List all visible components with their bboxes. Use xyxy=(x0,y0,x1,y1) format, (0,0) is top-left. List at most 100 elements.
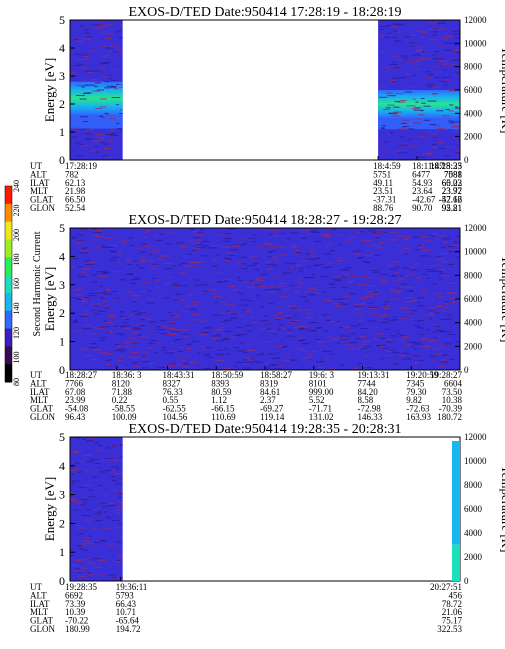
trace-speck xyxy=(394,150,402,152)
trace-speck xyxy=(367,229,376,231)
trace-speck xyxy=(393,261,400,263)
trace-speck xyxy=(253,284,261,286)
trace-speck xyxy=(116,494,123,496)
trace-speck xyxy=(429,307,436,309)
trace-speck xyxy=(225,260,230,262)
trace-speck xyxy=(77,276,86,278)
trace-speck xyxy=(456,301,460,303)
trace-speck xyxy=(118,87,123,89)
trace-speck xyxy=(364,288,368,290)
trace-speck xyxy=(374,326,378,328)
trace-speck xyxy=(192,248,201,250)
trace-speck xyxy=(75,84,84,86)
trace-speck xyxy=(72,509,79,511)
trace-speck xyxy=(315,257,321,259)
trace-speck xyxy=(135,264,140,266)
trace-speck xyxy=(95,520,103,522)
trace-speck xyxy=(402,275,410,277)
trace-speck xyxy=(449,121,457,123)
trace-speck xyxy=(451,57,455,59)
orbit-value: 79.30 xyxy=(406,387,427,397)
trace-speck xyxy=(73,127,80,129)
trace-speck xyxy=(101,326,111,328)
y2-tick-label: 6000 xyxy=(464,294,483,304)
trace-speck xyxy=(380,146,385,148)
trace-speck xyxy=(454,74,460,76)
trace-speck xyxy=(376,345,380,347)
trace-speck xyxy=(145,230,151,232)
trace-speck xyxy=(376,346,384,348)
trace-speck xyxy=(318,366,323,368)
trace-speck xyxy=(221,321,227,323)
trace-speck xyxy=(199,229,204,231)
trace-speck xyxy=(297,286,301,288)
trace-speck xyxy=(298,270,304,272)
trace-speck xyxy=(127,237,135,239)
orbit-value: 7345 xyxy=(406,378,425,388)
trace-speck xyxy=(99,142,106,144)
trace-speck xyxy=(391,363,399,365)
trace-speck xyxy=(365,261,371,263)
trace-speck xyxy=(74,53,81,55)
trace-speck xyxy=(310,329,317,331)
trace-speck xyxy=(103,511,107,513)
trace-speck xyxy=(96,327,104,329)
colorbar-tick-label: 220 xyxy=(12,205,21,217)
trace-speck xyxy=(291,246,297,248)
trace-speck xyxy=(393,106,400,108)
orbit-value: 23.99 xyxy=(65,395,86,405)
trace-speck xyxy=(291,359,296,361)
trace-speck xyxy=(362,240,371,242)
trace-speck xyxy=(93,70,101,72)
trace-speck xyxy=(340,335,349,337)
data-segment xyxy=(70,20,123,160)
trace-speck xyxy=(387,135,392,137)
trace-speck xyxy=(339,298,345,300)
trace-speck xyxy=(89,293,98,295)
trace-speck xyxy=(365,277,373,279)
trace-speck xyxy=(207,289,216,291)
trace-speck xyxy=(331,339,337,341)
trace-speck xyxy=(432,28,439,30)
colorbar-swatch xyxy=(5,292,12,312)
trace-speck xyxy=(224,348,229,350)
trace-speck xyxy=(409,312,413,314)
trace-speck xyxy=(99,138,105,140)
colorbar-tick-label: 100 xyxy=(12,352,21,364)
trace-speck xyxy=(180,329,189,331)
orbit-value: 10.38 xyxy=(442,395,463,405)
trace-speck xyxy=(179,300,185,302)
trace-speck xyxy=(235,361,244,363)
trace-speck xyxy=(87,557,92,559)
trace-speck xyxy=(216,272,223,274)
orbit-value: 49.11 xyxy=(373,178,393,188)
trace-speck xyxy=(205,347,211,349)
trace-speck xyxy=(353,306,363,308)
trace-speck xyxy=(328,242,334,244)
trace-speck xyxy=(96,142,101,144)
trace-speck xyxy=(392,25,398,27)
trace-speck xyxy=(131,362,138,364)
trace-speck xyxy=(280,366,284,368)
trace-speck xyxy=(404,343,410,345)
y2-tick-label: 2000 xyxy=(464,341,483,351)
trace-speck xyxy=(266,268,273,270)
trace-speck xyxy=(207,247,217,249)
trace-speck xyxy=(273,367,281,369)
orbit-row-label: ILAT xyxy=(30,387,50,397)
trace-speck xyxy=(396,330,401,332)
trace-speck xyxy=(401,143,408,145)
trace-speck xyxy=(243,352,248,354)
trace-speck xyxy=(152,249,160,251)
trace-speck xyxy=(76,559,86,561)
trace-speck xyxy=(414,106,422,108)
trace-speck xyxy=(80,567,89,569)
trace-speck xyxy=(441,80,448,82)
trace-speck xyxy=(276,328,281,330)
trace-speck xyxy=(218,234,228,236)
orbit-value: 5793 xyxy=(116,590,135,600)
trace-speck xyxy=(239,299,249,301)
trace-speck xyxy=(79,315,89,317)
trace-speck xyxy=(427,86,435,88)
trace-speck xyxy=(340,269,350,271)
